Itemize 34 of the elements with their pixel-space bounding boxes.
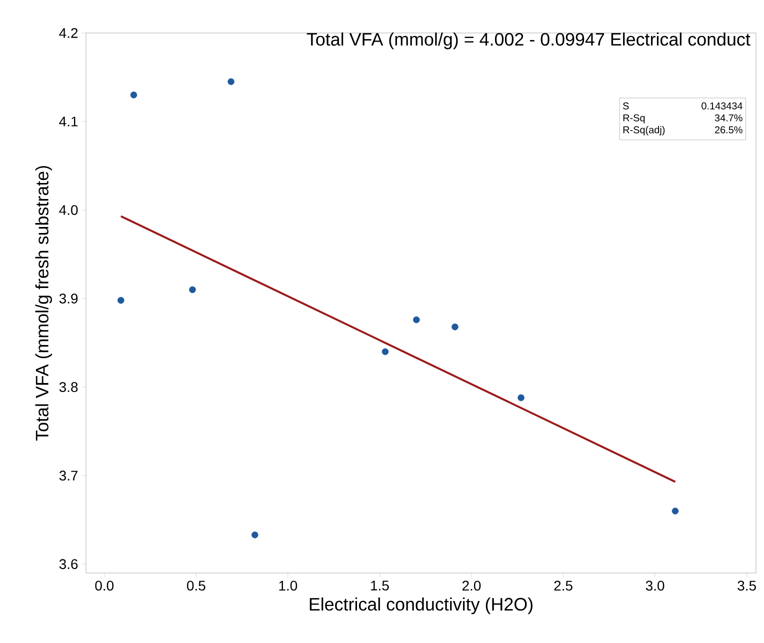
annotation: R-Sq(adj) (623, 126, 665, 136)
point (117, 296, 124, 304)
point (452, 323, 458, 330)
point (518, 394, 524, 402)
point (382, 348, 389, 356)
annotation: 0.143434 (702, 102, 742, 110)
point (189, 286, 196, 294)
point (130, 92, 138, 98)
x-tick-label: 2.0 (462, 580, 481, 591)
annotation: 34.7% (714, 114, 742, 122)
annotation: S (623, 102, 629, 110)
x-tick-label: 3.0 (646, 580, 664, 591)
annotation: R-Sq (623, 114, 645, 124)
x-tick-label: 2.5 (554, 580, 572, 591)
y-axis-title: Total VFA (mmol/g fresh substrate) (35, 166, 52, 441)
x-tick-label: 0.0 (95, 580, 114, 591)
point (228, 78, 234, 86)
point (413, 316, 420, 324)
y-tick-label: 3.9 (59, 294, 78, 304)
y-tick-label: 3.7 (59, 470, 78, 481)
y-tick-label: 3.8 (59, 382, 78, 392)
y-tick-label: 4.0 (59, 205, 78, 215)
point (252, 532, 258, 538)
x-axis-title: Electrical conductivity (H2O) (310, 597, 532, 614)
y-tick-label: 3.6 (59, 559, 78, 570)
x-tick-label: 0.5 (187, 580, 206, 591)
y-tick-label: 4.1 (59, 116, 78, 126)
x-tick-label: 3.5 (738, 580, 756, 591)
point (672, 508, 679, 514)
y-tick-label: 4.2 (59, 28, 78, 38)
annotation: 26.5% (715, 126, 742, 134)
x-tick-label: 1.0 (279, 580, 298, 591)
chart-title: Total VFA (mmol/g) = 4.002 - 0.09947 Electrical conduct (306, 32, 750, 50)
x-tick-label: 1.5 (371, 580, 389, 590)
